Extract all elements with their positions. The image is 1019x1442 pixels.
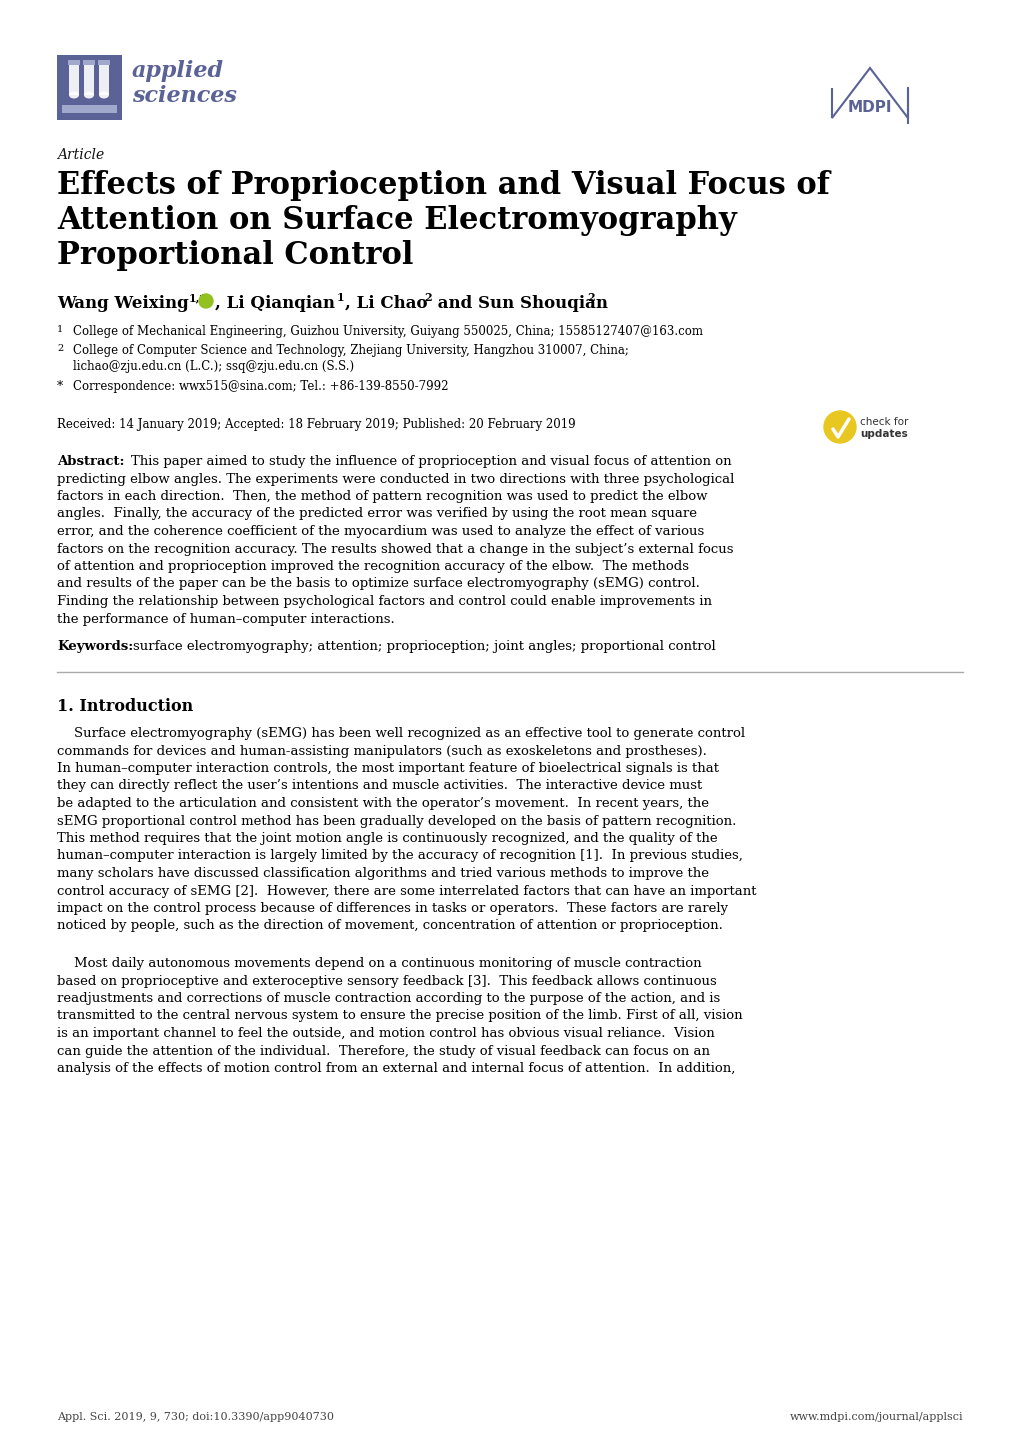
Text: 1: 1 xyxy=(336,291,344,303)
Text: applied: applied xyxy=(131,61,224,82)
Text: iD: iD xyxy=(202,298,210,304)
Text: 1. Introduction: 1. Introduction xyxy=(57,698,193,715)
Text: , Li Qianqian: , Li Qianqian xyxy=(215,296,340,311)
Text: Abstract:: Abstract: xyxy=(57,456,124,469)
Text: control accuracy of sEMG [2].  However, there are some interrelated factors that: control accuracy of sEMG [2]. However, t… xyxy=(57,884,756,897)
Ellipse shape xyxy=(99,91,109,98)
Bar xyxy=(69,63,78,95)
Text: , Li Chao: , Li Chao xyxy=(344,296,433,311)
Text: 2: 2 xyxy=(586,291,594,303)
Text: predicting elbow angles. The experiments were conducted in two directions with t: predicting elbow angles. The experiments… xyxy=(57,473,734,486)
Text: lichao@zju.edu.cn (L.C.); ssq@zju.edu.cn (S.S.): lichao@zju.edu.cn (L.C.); ssq@zju.edu.cn… xyxy=(73,360,354,373)
Text: factors on the recognition accuracy. The results showed that a change in the sub: factors on the recognition accuracy. The… xyxy=(57,542,733,555)
Text: This paper aimed to study the influence of proprioception and visual focus of at: This paper aimed to study the influence … xyxy=(130,456,731,469)
Text: the performance of human–computer interactions.: the performance of human–computer intera… xyxy=(57,613,394,626)
Text: MDPI: MDPI xyxy=(847,99,892,115)
Bar xyxy=(62,105,117,112)
Text: College of Computer Science and Technology, Zhejiang University, Hangzhou 310007: College of Computer Science and Technolo… xyxy=(73,345,629,358)
Text: based on proprioceptive and exteroceptive sensory feedback [3].  This feedback a: based on proprioceptive and exteroceptiv… xyxy=(57,975,716,988)
Text: can guide the attention of the individual.  Therefore, the study of visual feedb: can guide the attention of the individua… xyxy=(57,1044,709,1057)
Text: and Sun Shouqian: and Sun Shouqian xyxy=(432,296,613,311)
Text: Wang Weixing: Wang Weixing xyxy=(57,296,195,311)
Text: factors in each direction.  Then, the method of pattern recognition was used to : factors in each direction. Then, the met… xyxy=(57,490,707,503)
Text: transmitted to the central nervous system to ensure the precise position of the : transmitted to the central nervous syste… xyxy=(57,1009,742,1022)
Circle shape xyxy=(823,411,855,443)
Text: This method requires that the joint motion angle is continuously recognized, and: This method requires that the joint moti… xyxy=(57,832,717,845)
Bar xyxy=(98,61,110,65)
Text: Appl. Sci. 2019, 9, 730; doi:10.3390/app9040730: Appl. Sci. 2019, 9, 730; doi:10.3390/app… xyxy=(57,1412,333,1422)
Bar xyxy=(99,63,109,95)
Bar xyxy=(57,55,122,120)
Text: readjustments and corrections of muscle contraction according to the purpose of : readjustments and corrections of muscle … xyxy=(57,992,719,1005)
Text: Finding the relationship between psychological factors and control could enable : Finding the relationship between psychol… xyxy=(57,596,711,609)
Text: they can directly reflect the user’s intentions and muscle activities.  The inte: they can directly reflect the user’s int… xyxy=(57,780,701,793)
Text: is an important channel to feel the outside, and motion control has obvious visu: is an important channel to feel the outs… xyxy=(57,1027,714,1040)
Text: analysis of the effects of motion control from an external and internal focus of: analysis of the effects of motion contro… xyxy=(57,1061,735,1074)
Text: and results of the paper can be the basis to optimize surface electromyography (: and results of the paper can be the basi… xyxy=(57,577,699,591)
Bar xyxy=(83,61,95,65)
Text: angles.  Finally, the accuracy of the predicted error was verified by using the : angles. Finally, the accuracy of the pre… xyxy=(57,508,696,521)
Ellipse shape xyxy=(69,91,78,98)
Text: noticed by people, such as the direction of movement, concentration of attention: noticed by people, such as the direction… xyxy=(57,920,722,933)
Text: Received: 14 January 2019; Accepted: 18 February 2019; Published: 20 February 20: Received: 14 January 2019; Accepted: 18 … xyxy=(57,418,575,431)
Text: commands for devices and human-assisting manipulators (such as exoskeletons and : commands for devices and human-assisting… xyxy=(57,744,706,757)
Text: of attention and proprioception improved the recognition accuracy of the elbow. : of attention and proprioception improved… xyxy=(57,559,688,572)
Text: error, and the coherence coefficient of the myocardium was used to analyze the e: error, and the coherence coefficient of … xyxy=(57,525,703,538)
Text: 2: 2 xyxy=(57,345,63,353)
Circle shape xyxy=(199,294,213,309)
Text: updates: updates xyxy=(859,430,907,438)
Text: www.mdpi.com/journal/applsci: www.mdpi.com/journal/applsci xyxy=(789,1412,962,1422)
Text: College of Mechanical Engineering, Guizhou University, Guiyang 550025, China; 15: College of Mechanical Engineering, Guizh… xyxy=(73,324,702,337)
Text: Effects of Proprioception and Visual Focus of: Effects of Proprioception and Visual Foc… xyxy=(57,170,829,200)
Text: *: * xyxy=(57,381,63,394)
Text: check for: check for xyxy=(859,417,908,427)
Text: impact on the control process because of differences in tasks or operators.  The: impact on the control process because of… xyxy=(57,903,728,916)
Text: surface electromyography; attention; proprioception; joint angles; proportional : surface electromyography; attention; pro… xyxy=(132,640,715,653)
Text: Article: Article xyxy=(57,149,104,162)
Text: Most daily autonomous movements depend on a continuous monitoring of muscle cont: Most daily autonomous movements depend o… xyxy=(57,957,701,970)
Text: be adapted to the articulation and consistent with the operator’s movement.  In : be adapted to the articulation and consi… xyxy=(57,797,708,810)
Text: sEMG proportional control method has been gradually developed on the basis of pa: sEMG proportional control method has bee… xyxy=(57,815,736,828)
Text: many scholars have discussed classification algorithms and tried various methods: many scholars have discussed classificat… xyxy=(57,867,708,880)
Text: 2: 2 xyxy=(424,291,431,303)
Text: In human–computer interaction controls, the most important feature of bioelectri: In human–computer interaction controls, … xyxy=(57,761,718,774)
Text: Attention on Surface Electromyography: Attention on Surface Electromyography xyxy=(57,205,736,236)
Bar xyxy=(84,63,94,95)
Text: Keywords:: Keywords: xyxy=(57,640,133,653)
Text: 1,*: 1,* xyxy=(189,291,206,303)
Text: Proportional Control: Proportional Control xyxy=(57,239,413,271)
Text: sciences: sciences xyxy=(131,85,236,107)
Text: human–computer interaction is largely limited by the accuracy of recognition [1]: human–computer interaction is largely li… xyxy=(57,849,742,862)
Bar xyxy=(68,61,79,65)
Text: 1: 1 xyxy=(57,324,63,335)
Text: Surface electromyography (sEMG) has been well recognized as an effective tool to: Surface electromyography (sEMG) has been… xyxy=(57,727,745,740)
Text: Correspondence: wwx515@sina.com; Tel.: +86-139-8550-7992: Correspondence: wwx515@sina.com; Tel.: +… xyxy=(73,381,448,394)
Ellipse shape xyxy=(84,91,94,98)
